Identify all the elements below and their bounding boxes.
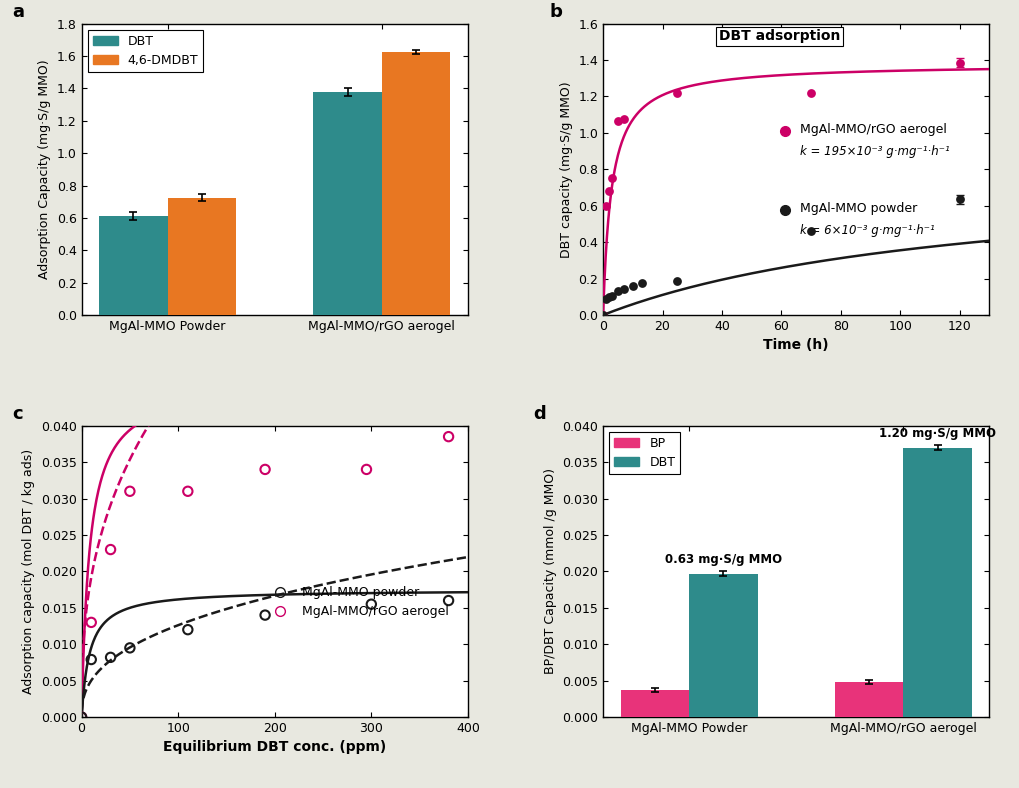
Text: d: d [533, 405, 546, 423]
X-axis label: Equilibrium DBT conc. (ppm): Equilibrium DBT conc. (ppm) [163, 741, 386, 754]
Point [83, 653, 99, 666]
Point [257, 463, 273, 476]
Point [609, 285, 626, 298]
Y-axis label: DBT capacity (mg·S/g MMO): DBT capacity (mg·S/g MMO) [559, 81, 572, 258]
Bar [689, 574, 757, 717]
Text: 1.20 mg·S/g MMO: 1.20 mg·S/g MMO [878, 426, 996, 440]
Text: MgAl-MMO/rGO aerogel: MgAl-MMO/rGO aerogel [799, 124, 946, 136]
Text: 0.63 mg·S/g MMO: 0.63 mg·S/g MMO [664, 552, 782, 566]
Bar [834, 682, 903, 717]
Bar [620, 690, 689, 717]
Text: a: a [12, 2, 24, 20]
Text: k = 195×10⁻³ g·mg⁻¹·h⁻¹: k = 195×10⁻³ g·mg⁻¹·h⁻¹ [799, 145, 949, 158]
Bar [167, 198, 236, 315]
Bar [903, 448, 971, 717]
Point [597, 199, 613, 212]
Point [951, 57, 967, 69]
Point [73, 711, 90, 723]
Point [257, 609, 273, 622]
Point [802, 87, 818, 99]
Point [594, 309, 610, 322]
Bar [99, 216, 167, 315]
Y-axis label: BP/DBT Capacity (mmol /g MMO): BP/DBT Capacity (mmol /g MMO) [543, 468, 556, 675]
Text: c: c [12, 405, 22, 423]
Text: MgAl-MMO powder: MgAl-MMO powder [799, 203, 916, 215]
Point [121, 485, 138, 497]
Point [603, 172, 620, 184]
Legend: BP, DBT: BP, DBT [608, 432, 680, 474]
Point [73, 711, 90, 723]
Point [615, 113, 632, 125]
Point [358, 463, 374, 476]
Point [633, 277, 649, 289]
Point [83, 616, 99, 629]
Y-axis label: Adsorption capacity (mol DBT / kg ads): Adsorption capacity (mol DBT / kg ads) [22, 449, 35, 694]
Point [668, 87, 685, 99]
Bar [313, 92, 381, 315]
Y-axis label: Adsorption Capacity (mg·S/g MMO): Adsorption Capacity (mg·S/g MMO) [38, 60, 51, 279]
Text: DBT adsorption: DBT adsorption [718, 29, 840, 43]
Legend: MgAl-MMO powder, MgAl-MMO/rGO aerogel: MgAl-MMO powder, MgAl-MMO/rGO aerogel [262, 582, 453, 623]
Point [615, 282, 632, 295]
Point [363, 598, 379, 611]
Point [597, 292, 613, 305]
Point [668, 275, 685, 288]
Text: b: b [548, 2, 561, 20]
Point [102, 543, 118, 556]
Point [179, 485, 196, 497]
Point [603, 289, 620, 302]
Point [440, 430, 457, 443]
Point [594, 309, 610, 322]
Point [600, 291, 616, 303]
Text: k = 6×10⁻³ g·mg⁻¹·h⁻¹: k = 6×10⁻³ g·mg⁻¹·h⁻¹ [799, 224, 934, 237]
Point [440, 594, 457, 607]
Point [802, 225, 818, 237]
Legend: DBT, 4,6-DMDBT: DBT, 4,6-DMDBT [88, 30, 203, 72]
Point [624, 280, 640, 292]
Bar [381, 52, 450, 315]
Point [600, 185, 616, 198]
X-axis label: Time (h): Time (h) [762, 338, 828, 352]
Point [951, 193, 967, 206]
Point [179, 623, 196, 636]
Point [121, 641, 138, 654]
Point [102, 651, 118, 663]
Point [609, 115, 626, 128]
